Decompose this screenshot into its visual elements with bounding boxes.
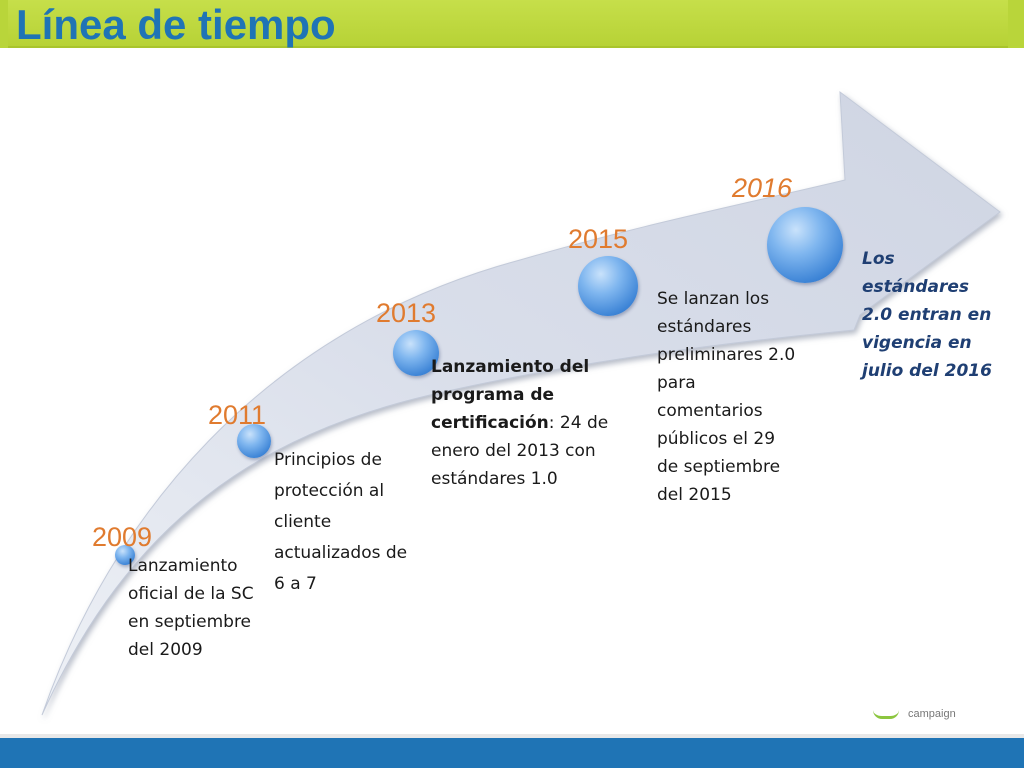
timeline-year-2015: 2015 — [568, 224, 629, 254]
timeline-node-2015 — [578, 256, 638, 316]
timeline-year-2016: 2016 — [732, 173, 793, 203]
footer-bar — [0, 738, 1024, 768]
timeline-description-2011: Principios de protección al cliente actu… — [274, 450, 408, 594]
timeline-node-2009 — [115, 545, 135, 565]
timeline-description-2016: Los estándares 2.0 entran en vigencia en… — [862, 249, 992, 381]
title-bar: Línea de tiempo — [0, 0, 1024, 48]
footer-divider — [0, 734, 1024, 738]
timeline-description-2013: Lanzamiento del programa de certificació… — [431, 353, 626, 493]
campaign-logo-mark — [873, 710, 899, 719]
timeline-node-2011 — [237, 424, 271, 458]
timeline-node-2013 — [393, 330, 439, 376]
timeline-description-2015: Se lanzan los estándares preliminares 2.… — [657, 289, 796, 505]
timeline-year-2009: 2009 — [92, 522, 153, 552]
timeline-arrow-body — [41, 90, 1001, 716]
timeline-description-2013-rest: : 24 de enero del 2013 con estándares 1.… — [431, 413, 609, 489]
timeline-description-2013-bold: Lanzamiento del programa de certificació… — [431, 357, 590, 433]
slide-title: Línea de tiempo — [16, 1, 336, 48]
timeline-description-2009: Lanzamiento oficial de la SC en septiemb… — [128, 556, 254, 660]
title-bar-inner — [8, 0, 1008, 48]
campaign-logo-text: campaign — [908, 708, 956, 720]
timeline-node-2016 — [767, 207, 843, 283]
timeline-year-2013: 2013 — [376, 298, 437, 328]
timeline-year-2011: 2011 — [208, 400, 267, 430]
